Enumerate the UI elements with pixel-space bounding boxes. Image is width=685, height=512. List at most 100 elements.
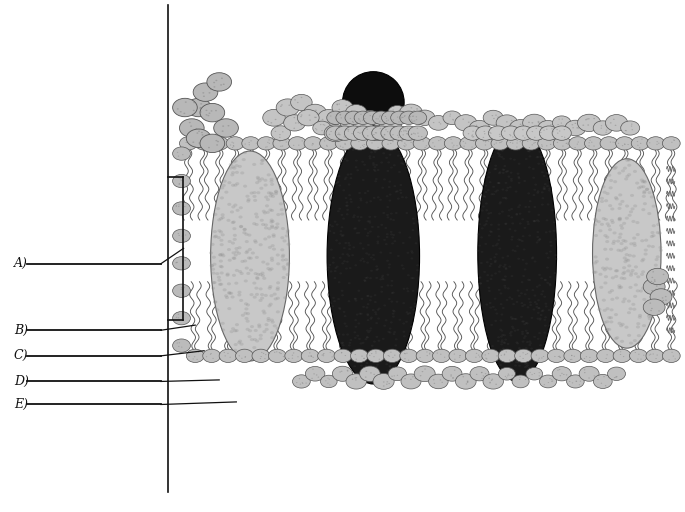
Circle shape: [629, 273, 633, 276]
Circle shape: [334, 267, 337, 269]
Circle shape: [385, 129, 387, 131]
Circle shape: [323, 354, 324, 355]
Circle shape: [375, 212, 379, 216]
Circle shape: [528, 344, 531, 346]
Circle shape: [523, 323, 526, 325]
Circle shape: [345, 111, 363, 124]
Circle shape: [490, 156, 493, 158]
Circle shape: [624, 144, 625, 145]
Circle shape: [341, 352, 342, 353]
Circle shape: [519, 350, 523, 353]
Circle shape: [358, 141, 360, 142]
Circle shape: [256, 143, 257, 144]
Circle shape: [501, 330, 503, 332]
Circle shape: [179, 319, 180, 321]
Circle shape: [640, 273, 644, 276]
Circle shape: [231, 165, 235, 168]
Circle shape: [280, 236, 284, 239]
Circle shape: [363, 261, 366, 263]
Circle shape: [353, 331, 356, 333]
Ellipse shape: [327, 128, 419, 384]
Circle shape: [270, 259, 274, 262]
Circle shape: [531, 370, 534, 372]
Circle shape: [619, 286, 623, 289]
Circle shape: [534, 137, 536, 138]
Circle shape: [501, 168, 504, 170]
Circle shape: [244, 280, 248, 283]
Circle shape: [408, 237, 411, 239]
Circle shape: [511, 236, 514, 238]
Circle shape: [512, 317, 514, 319]
Circle shape: [546, 129, 547, 130]
Circle shape: [217, 218, 221, 221]
Circle shape: [544, 279, 547, 281]
Circle shape: [235, 182, 239, 185]
Circle shape: [606, 222, 610, 225]
Circle shape: [484, 196, 486, 198]
Circle shape: [400, 157, 403, 159]
Circle shape: [516, 142, 518, 143]
Circle shape: [406, 287, 409, 289]
Circle shape: [540, 278, 543, 280]
Circle shape: [212, 271, 216, 274]
Circle shape: [480, 237, 483, 239]
Circle shape: [282, 145, 284, 146]
Circle shape: [480, 199, 483, 201]
Circle shape: [388, 383, 390, 384]
Circle shape: [364, 350, 368, 353]
Circle shape: [222, 184, 226, 187]
Circle shape: [346, 374, 366, 389]
Circle shape: [385, 116, 386, 117]
Circle shape: [334, 221, 336, 223]
Circle shape: [245, 328, 249, 331]
Circle shape: [516, 140, 518, 141]
Circle shape: [184, 206, 186, 207]
Circle shape: [179, 184, 180, 185]
Circle shape: [253, 272, 258, 275]
Circle shape: [636, 322, 640, 325]
Circle shape: [393, 219, 395, 221]
Circle shape: [650, 289, 672, 305]
Circle shape: [506, 121, 508, 122]
Circle shape: [506, 351, 507, 352]
Circle shape: [506, 283, 510, 286]
Circle shape: [397, 117, 398, 118]
Circle shape: [352, 246, 355, 248]
Circle shape: [503, 169, 506, 171]
Circle shape: [591, 142, 593, 143]
Circle shape: [647, 191, 651, 194]
Circle shape: [525, 322, 527, 324]
Circle shape: [348, 129, 349, 130]
Circle shape: [267, 236, 271, 239]
Circle shape: [379, 114, 402, 132]
Circle shape: [346, 253, 349, 255]
Circle shape: [632, 254, 636, 258]
Circle shape: [644, 248, 648, 251]
Circle shape: [440, 123, 441, 124]
Circle shape: [256, 191, 260, 194]
Circle shape: [508, 126, 510, 127]
Circle shape: [498, 199, 502, 202]
Circle shape: [523, 278, 527, 281]
Circle shape: [370, 372, 372, 374]
Circle shape: [344, 323, 347, 325]
Circle shape: [388, 367, 406, 380]
Circle shape: [488, 265, 491, 267]
Circle shape: [274, 190, 278, 193]
Circle shape: [522, 235, 525, 237]
Circle shape: [510, 302, 514, 305]
Circle shape: [346, 129, 347, 130]
Circle shape: [525, 354, 527, 355]
Circle shape: [276, 262, 280, 265]
Circle shape: [253, 295, 257, 298]
Circle shape: [508, 266, 511, 268]
Circle shape: [364, 379, 367, 381]
Circle shape: [306, 367, 325, 381]
Circle shape: [282, 276, 286, 279]
Circle shape: [345, 242, 347, 244]
Circle shape: [499, 136, 501, 137]
Circle shape: [618, 236, 622, 239]
Circle shape: [453, 119, 454, 120]
Circle shape: [385, 319, 388, 322]
Circle shape: [499, 301, 503, 304]
